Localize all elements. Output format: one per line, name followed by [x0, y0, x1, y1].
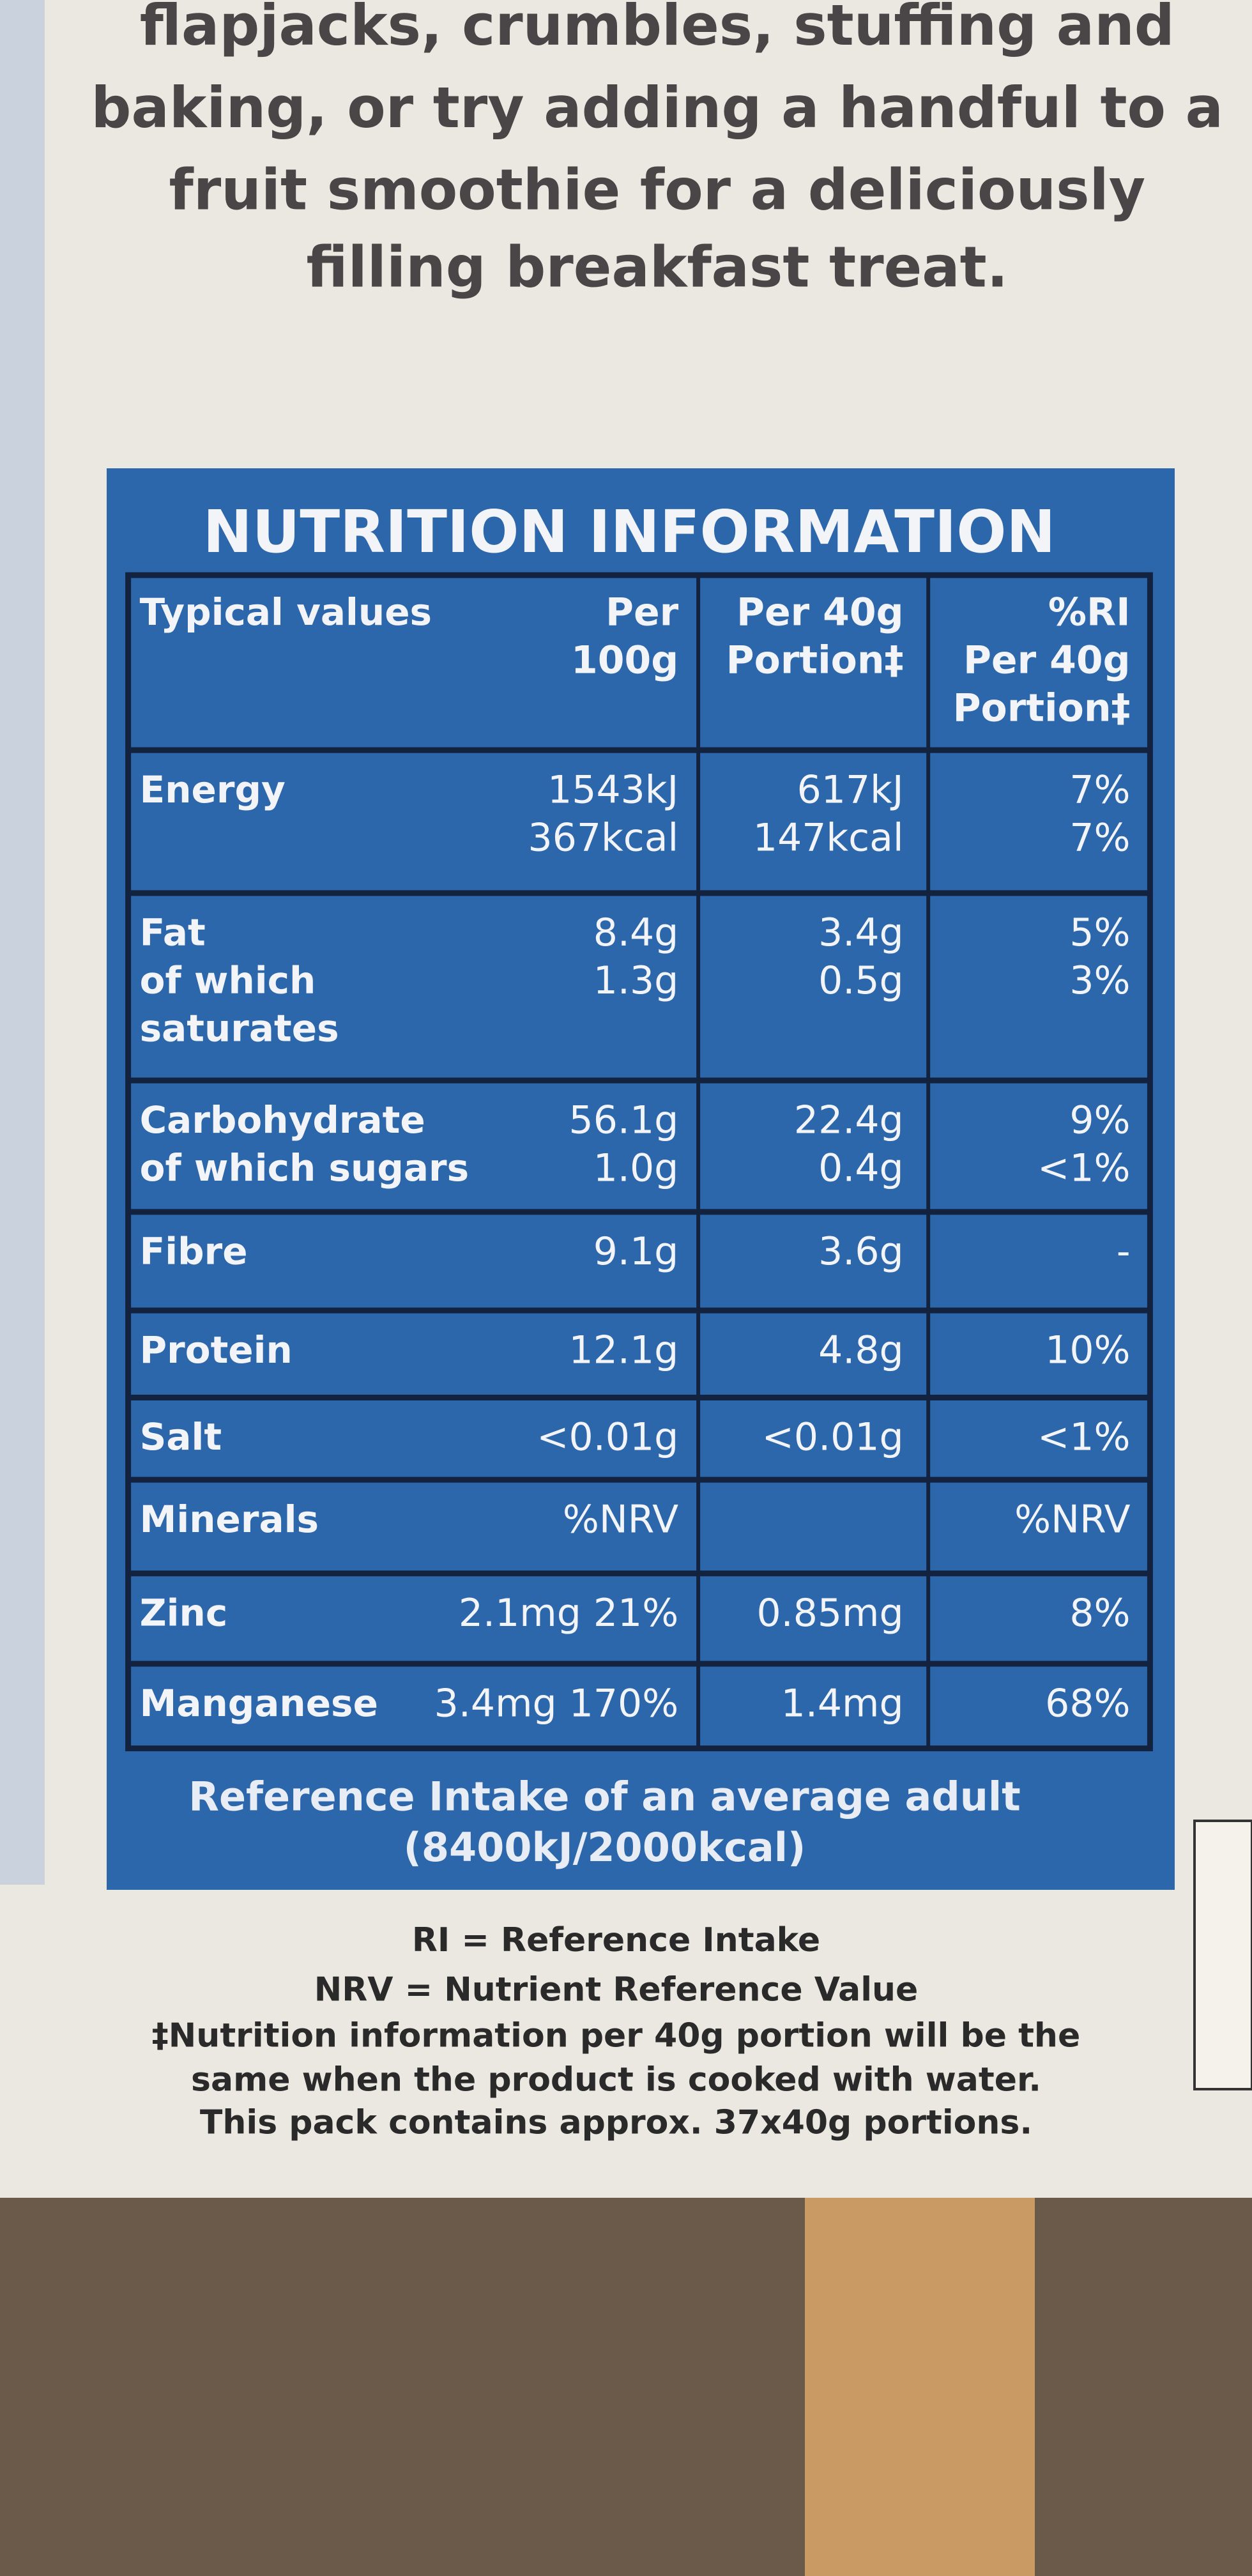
cell-text: 9.1g	[593, 1229, 679, 1274]
cell-text: 367kcal	[528, 815, 679, 860]
cell-text: Portion‡	[726, 638, 904, 683]
note-line: RI = Reference Intake	[412, 1921, 820, 1959]
pattern-edge	[0, 0, 45, 1885]
intro-line: fruit smoothie for a deliciously	[169, 157, 1146, 222]
cell-text: 56.1g	[569, 1098, 679, 1142]
cell-text: 8%	[1069, 1591, 1130, 1636]
cell-text: %NRV	[1014, 1497, 1130, 1542]
floor-board	[805, 2198, 1035, 2576]
cell-text: Minerals	[140, 1498, 319, 1541]
cell-text: 2.1mg 21%	[459, 1591, 678, 1636]
intro-line: flapjacks, crumbles, stuffing and	[140, 0, 1175, 58]
cell-text: 1.3g	[593, 958, 679, 1003]
cell-text: 1.0g	[593, 1146, 679, 1190]
cell-text: Zinc	[140, 1591, 228, 1634]
cell-text: 1543kJ	[547, 767, 678, 812]
cell-text: 68%	[1045, 1681, 1130, 1726]
cell-text: 147kcal	[753, 815, 904, 860]
cell-text: %NRV	[563, 1497, 678, 1542]
cell-text: 0.85mg	[756, 1591, 903, 1636]
cell-text: 8.4g	[593, 910, 679, 955]
cell-text: of which	[140, 959, 316, 1002]
cell-text: Per	[606, 590, 679, 635]
cell-text: 1.4mg	[781, 1681, 904, 1726]
cell-text: 3.6g	[818, 1229, 904, 1274]
cell-text: %RI	[1048, 590, 1131, 635]
cell-text: Fat	[140, 911, 206, 954]
cell-text: Salt	[140, 1415, 222, 1459]
cell-text: <1%	[1037, 1146, 1130, 1190]
cell-text: 7%	[1069, 815, 1130, 860]
cell-text: 4.8g	[818, 1328, 904, 1372]
note-line: NRV = Nutrient Reference Value	[314, 1970, 919, 2009]
cell-text: Manganese	[140, 1682, 378, 1725]
cell-text: Per 40g	[737, 590, 904, 635]
intro-line: baking, or try adding a handful to a	[91, 75, 1224, 141]
cell-text: Typical values	[140, 590, 432, 634]
cell-text: 12.1g	[569, 1328, 679, 1372]
note-line: ‡Nutrition information per 40g portion w…	[152, 2016, 1080, 2055]
side-label	[1193, 1820, 1252, 2090]
cell-text: 3.4mg 170%	[434, 1681, 679, 1726]
cell-text: 617kJ	[797, 767, 904, 812]
intro-line: filling breakfast treat.	[306, 234, 1008, 300]
cell-text: 3.4g	[818, 910, 904, 955]
note-line: This pack contains approx. 37x40g portio…	[200, 2104, 1032, 2142]
cell-text: 5%	[1069, 910, 1130, 955]
cell-text: <0.01g	[537, 1415, 678, 1460]
cell-text: -	[1117, 1229, 1131, 1274]
table-title: NUTRITION INFORMATION	[203, 498, 1056, 566]
cell-text: Portion‡	[953, 686, 1131, 731]
cell-text: 7%	[1069, 767, 1130, 812]
table-frame	[125, 572, 1153, 1752]
reference-line: (8400kJ/2000kcal)	[404, 1824, 806, 1871]
cell-text: Protein	[140, 1328, 293, 1372]
cell-text: 9%	[1069, 1098, 1130, 1142]
cell-text: 0.4g	[818, 1146, 904, 1190]
cell-text: 22.4g	[794, 1098, 904, 1142]
cell-text: saturates	[140, 1007, 339, 1050]
note-line: same when the product is cooked with wat…	[191, 2061, 1041, 2099]
reference-line: Reference Intake of an average adult	[188, 1773, 1021, 1820]
cell-text: Energy	[140, 768, 286, 811]
cell-text: 10%	[1045, 1328, 1130, 1372]
cell-text: 3%	[1069, 958, 1130, 1003]
cell-text: of which sugars	[140, 1146, 470, 1190]
cell-text: Fibre	[140, 1230, 248, 1273]
cell-text: <0.01g	[762, 1415, 904, 1460]
cell-text: 0.5g	[818, 958, 904, 1003]
cell-text: <1%	[1037, 1415, 1130, 1460]
nutrition-panel	[107, 468, 1175, 1890]
cell-text: Carbohydrate	[140, 1098, 425, 1142]
cell-text: 100g	[571, 638, 678, 683]
cell-text: Per 40g	[963, 638, 1131, 683]
